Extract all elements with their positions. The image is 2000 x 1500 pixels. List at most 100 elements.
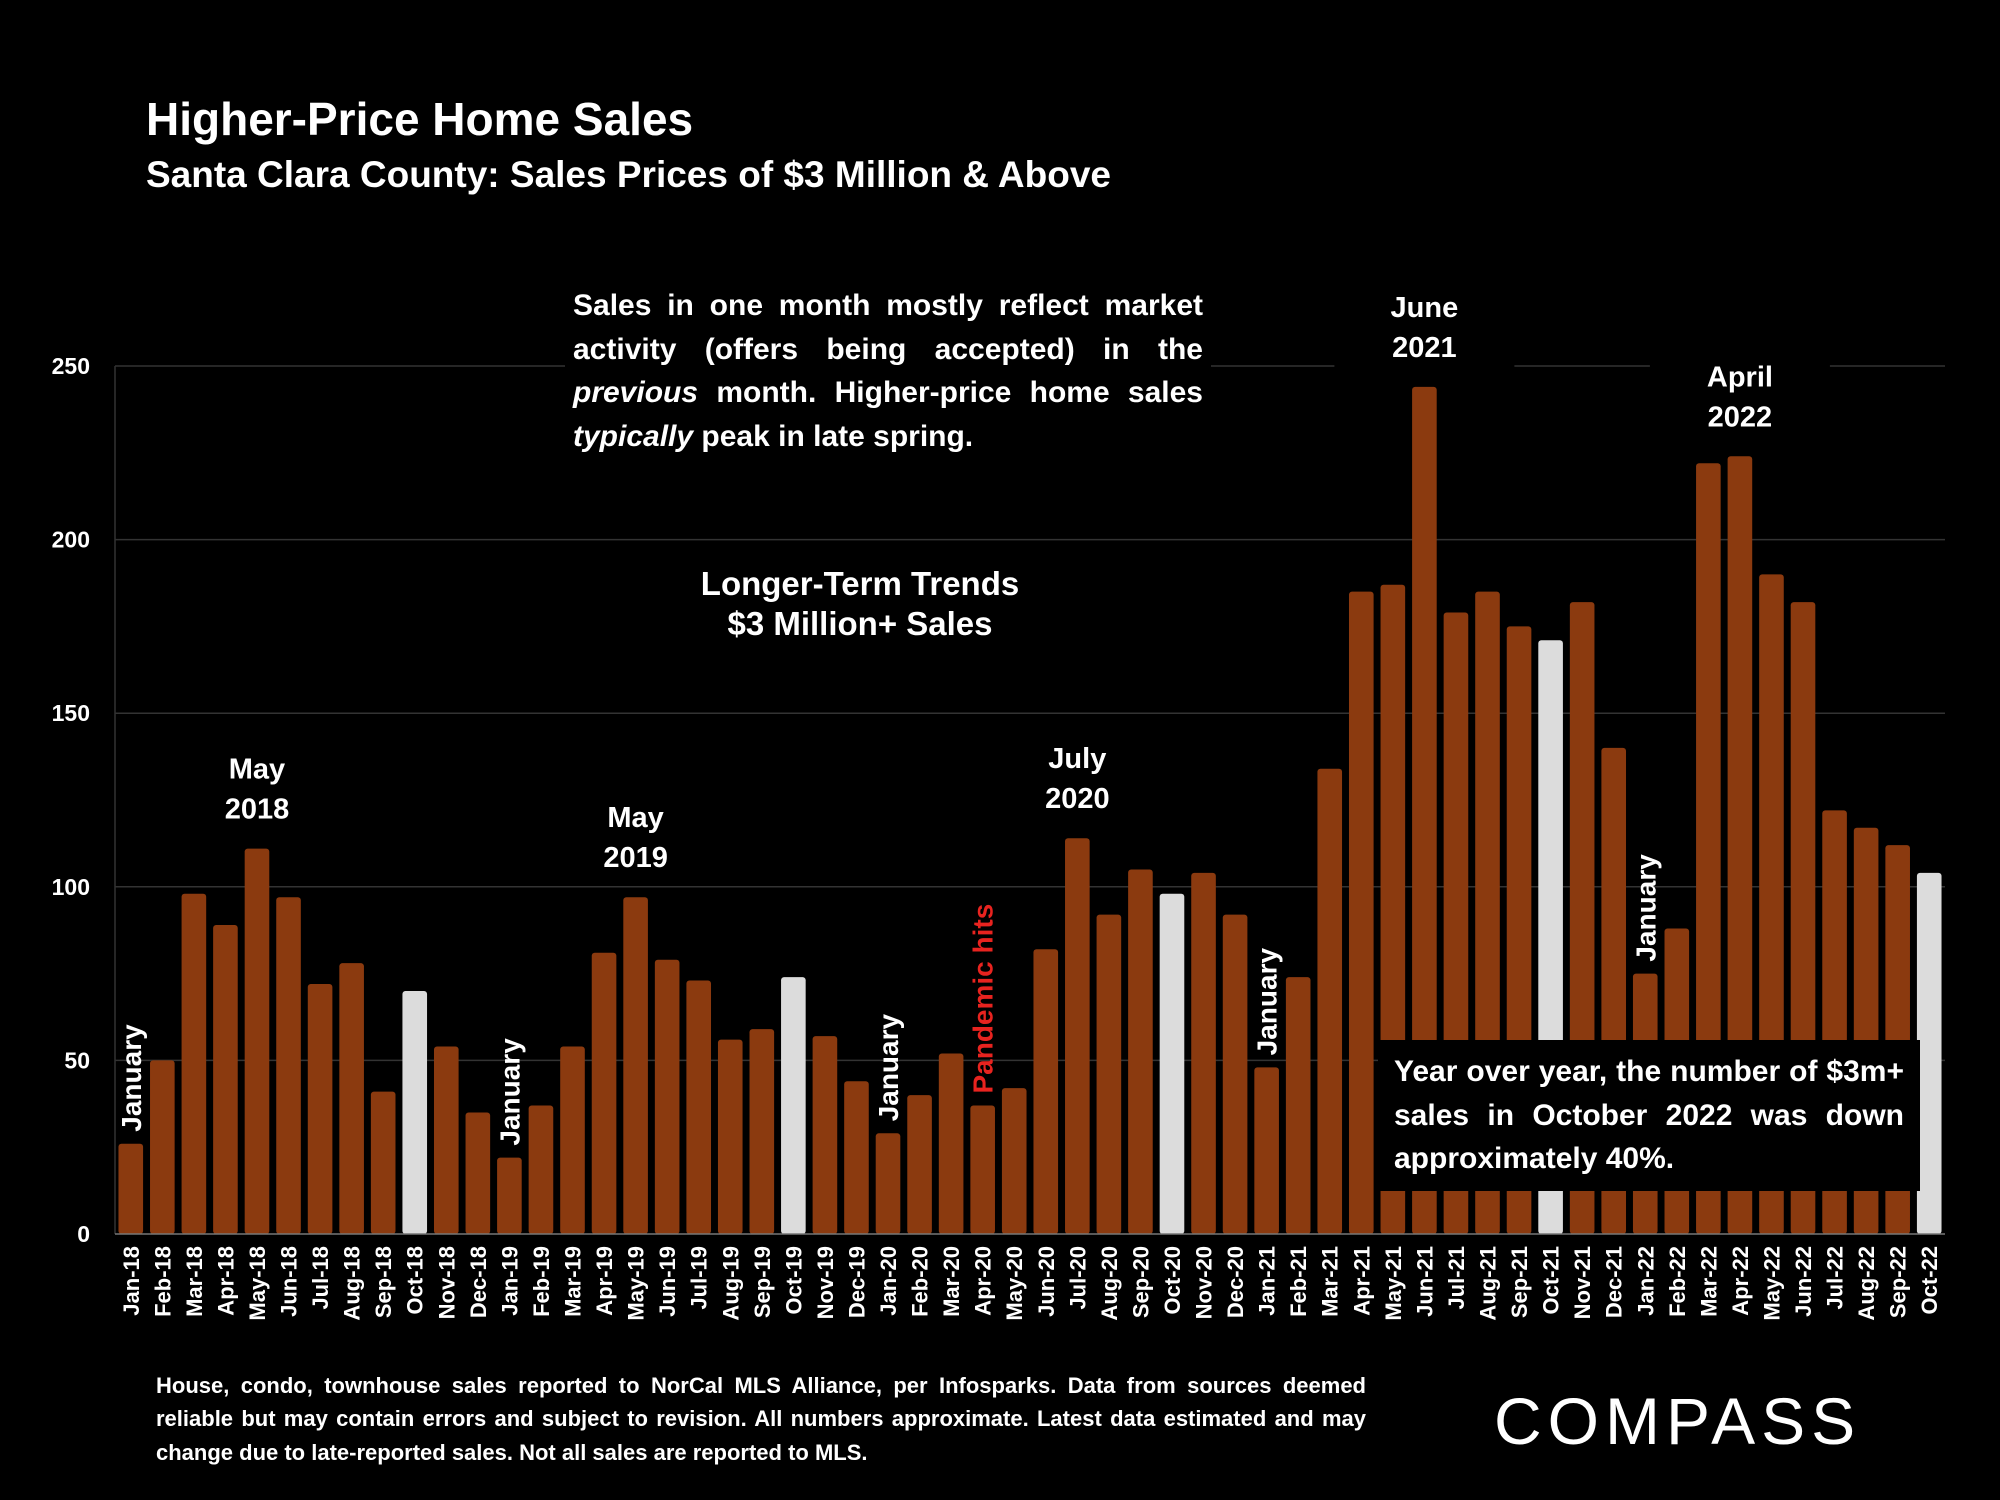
bar-Nov-20 bbox=[1191, 872, 1216, 1234]
x-tick-label: May-21 bbox=[1381, 1246, 1406, 1321]
annotation-label: 2020 bbox=[1045, 783, 1110, 815]
x-tick-label: Oct-22 bbox=[1917, 1246, 1942, 1314]
bar-Oct-20 bbox=[1159, 893, 1185, 1234]
annotation-bg bbox=[1649, 348, 1830, 441]
x-tick-label: Nov-19 bbox=[813, 1246, 838, 1319]
x-tick-label: May-19 bbox=[624, 1246, 649, 1321]
annotation-bg bbox=[545, 789, 726, 882]
bar-Aug-20 bbox=[1096, 914, 1122, 1234]
y-tick-label: 250 bbox=[52, 353, 90, 379]
bar-Apr-19 bbox=[591, 952, 617, 1234]
bar-May-19 bbox=[623, 897, 648, 1234]
x-tick-label: Oct-21 bbox=[1539, 1246, 1564, 1314]
bar-Aug-18 bbox=[339, 963, 364, 1234]
x-tick-label: Aug-18 bbox=[340, 1246, 365, 1321]
annotation-label: January bbox=[873, 1013, 904, 1121]
bar-Jun-20 bbox=[1033, 949, 1059, 1234]
x-tick-label: Jan-19 bbox=[497, 1246, 522, 1316]
bar-Dec-19 bbox=[844, 1081, 869, 1234]
chart-subtitle: Santa Clara County: Sales Prices of $3 M… bbox=[146, 154, 1111, 195]
bar-Nov-19 bbox=[812, 1036, 838, 1234]
x-tick-label: Apr-22 bbox=[1728, 1246, 1753, 1316]
x-tick-label: Mar-22 bbox=[1696, 1246, 1721, 1317]
y-tick-label: 200 bbox=[52, 527, 90, 553]
annotation-bg bbox=[1334, 278, 1515, 371]
x-tick-label: Dec-19 bbox=[844, 1246, 869, 1318]
x-tick-label: Sep-18 bbox=[371, 1246, 396, 1318]
longer-term-trends-note: Longer-Term Trends $3 Million+ Sales bbox=[690, 564, 1030, 643]
trend-line-2: $3 Million+ Sales bbox=[727, 604, 993, 642]
bar-May-18 bbox=[244, 848, 270, 1234]
bar-Jun-21 bbox=[1412, 386, 1437, 1234]
x-tick-label: Aug-20 bbox=[1097, 1246, 1122, 1321]
y-tick-label: 0 bbox=[77, 1221, 90, 1247]
x-tick-label: Sep-20 bbox=[1128, 1246, 1153, 1318]
x-tick-label: Jul-18 bbox=[308, 1246, 333, 1310]
x-tick-label: Mar-19 bbox=[561, 1246, 586, 1317]
x-tick-label: May-22 bbox=[1759, 1246, 1784, 1321]
x-tick-label: Nov-21 bbox=[1570, 1246, 1595, 1319]
bar-Oct-18 bbox=[402, 990, 428, 1234]
annotation-label: May bbox=[607, 802, 663, 834]
bar-Jan-18 bbox=[118, 1143, 144, 1234]
x-tick-label: Jun-21 bbox=[1412, 1246, 1437, 1317]
x-tick-label: Jun-18 bbox=[277, 1246, 302, 1317]
bar-Oct-19 bbox=[781, 977, 806, 1234]
y-tick-label: 50 bbox=[64, 1047, 90, 1073]
compass-logo: COMPASS bbox=[1494, 1384, 1862, 1458]
x-tick-label: Aug-22 bbox=[1854, 1246, 1879, 1321]
x-tick-label: Oct-18 bbox=[403, 1246, 428, 1314]
annotation-label: July bbox=[1048, 743, 1106, 775]
bar-Apr-22 bbox=[1727, 456, 1753, 1235]
x-tick-label: Sep-19 bbox=[750, 1246, 775, 1318]
annotation-label: January bbox=[494, 1038, 525, 1146]
x-tick-label: Feb-20 bbox=[908, 1246, 933, 1317]
bar-Jan-21 bbox=[1254, 1067, 1279, 1234]
annotation-label: 2019 bbox=[603, 842, 668, 874]
x-tick-label: Aug-21 bbox=[1476, 1246, 1501, 1321]
x-tick-label: Feb-18 bbox=[150, 1246, 175, 1317]
y-axis: 0 50 100 150 200 250 bbox=[52, 353, 116, 1247]
chart-title: Higher-Price Home Sales bbox=[146, 93, 694, 145]
bar-May-20 bbox=[1001, 1088, 1027, 1234]
annotation-bg bbox=[987, 730, 1168, 823]
year-over-year-note: Year over year, the number of $3m+ sales… bbox=[1378, 1040, 1920, 1191]
x-tick-label: Nov-20 bbox=[1192, 1246, 1217, 1319]
x-tick-label: Mar-18 bbox=[182, 1246, 207, 1317]
annotation-label: May bbox=[229, 754, 285, 786]
x-tick-label: May-20 bbox=[1002, 1246, 1027, 1321]
bar-Sep-19 bbox=[749, 1029, 775, 1234]
x-tick-label: Feb-21 bbox=[1286, 1246, 1311, 1317]
bar-Dec-20 bbox=[1222, 914, 1248, 1234]
x-tick-label: Feb-22 bbox=[1665, 1246, 1690, 1317]
source-footnote: House, condo, townhouse sales reported t… bbox=[156, 1373, 1366, 1465]
bar-Jan-20 bbox=[875, 1133, 901, 1234]
bar-Jul-19 bbox=[686, 980, 712, 1234]
annotation-label: Pandemic hits bbox=[968, 904, 999, 1094]
x-tick-label: Jul-21 bbox=[1444, 1246, 1469, 1310]
annotation-label: 2022 bbox=[1708, 401, 1773, 433]
x-tick-label: Jan-22 bbox=[1633, 1246, 1658, 1316]
bar-Nov-18 bbox=[433, 1046, 459, 1234]
bar-Mar-20 bbox=[938, 1053, 964, 1234]
x-tick-label: Sep-21 bbox=[1507, 1246, 1532, 1318]
x-tick-label: Jun-19 bbox=[655, 1246, 680, 1317]
x-tick-label: Jul-19 bbox=[687, 1246, 712, 1310]
x-tick-label: May-18 bbox=[245, 1246, 270, 1321]
bar-Sep-18 bbox=[370, 1091, 396, 1234]
sales-lag-note: Sales in one month mostly reflect market… bbox=[565, 282, 1211, 460]
x-tick-label: Mar-21 bbox=[1318, 1246, 1343, 1317]
x-tick-label: Jul-20 bbox=[1065, 1246, 1090, 1310]
x-tick-label: Feb-19 bbox=[529, 1246, 554, 1317]
x-tick-label: Jan-21 bbox=[1255, 1246, 1280, 1316]
bar-Feb-19 bbox=[528, 1105, 554, 1234]
bar-Feb-21 bbox=[1285, 977, 1311, 1234]
x-tick-label: Nov-18 bbox=[434, 1246, 459, 1319]
bar-Dec-18 bbox=[465, 1112, 491, 1234]
x-tick-label: Aug-19 bbox=[718, 1246, 743, 1321]
bar-Jul-20 bbox=[1065, 838, 1090, 1234]
bar-Jan-19 bbox=[497, 1157, 522, 1234]
bar-Mar-19 bbox=[560, 1046, 585, 1234]
annotation-label: 2018 bbox=[225, 794, 290, 826]
bar-Jul-18 bbox=[307, 984, 333, 1234]
